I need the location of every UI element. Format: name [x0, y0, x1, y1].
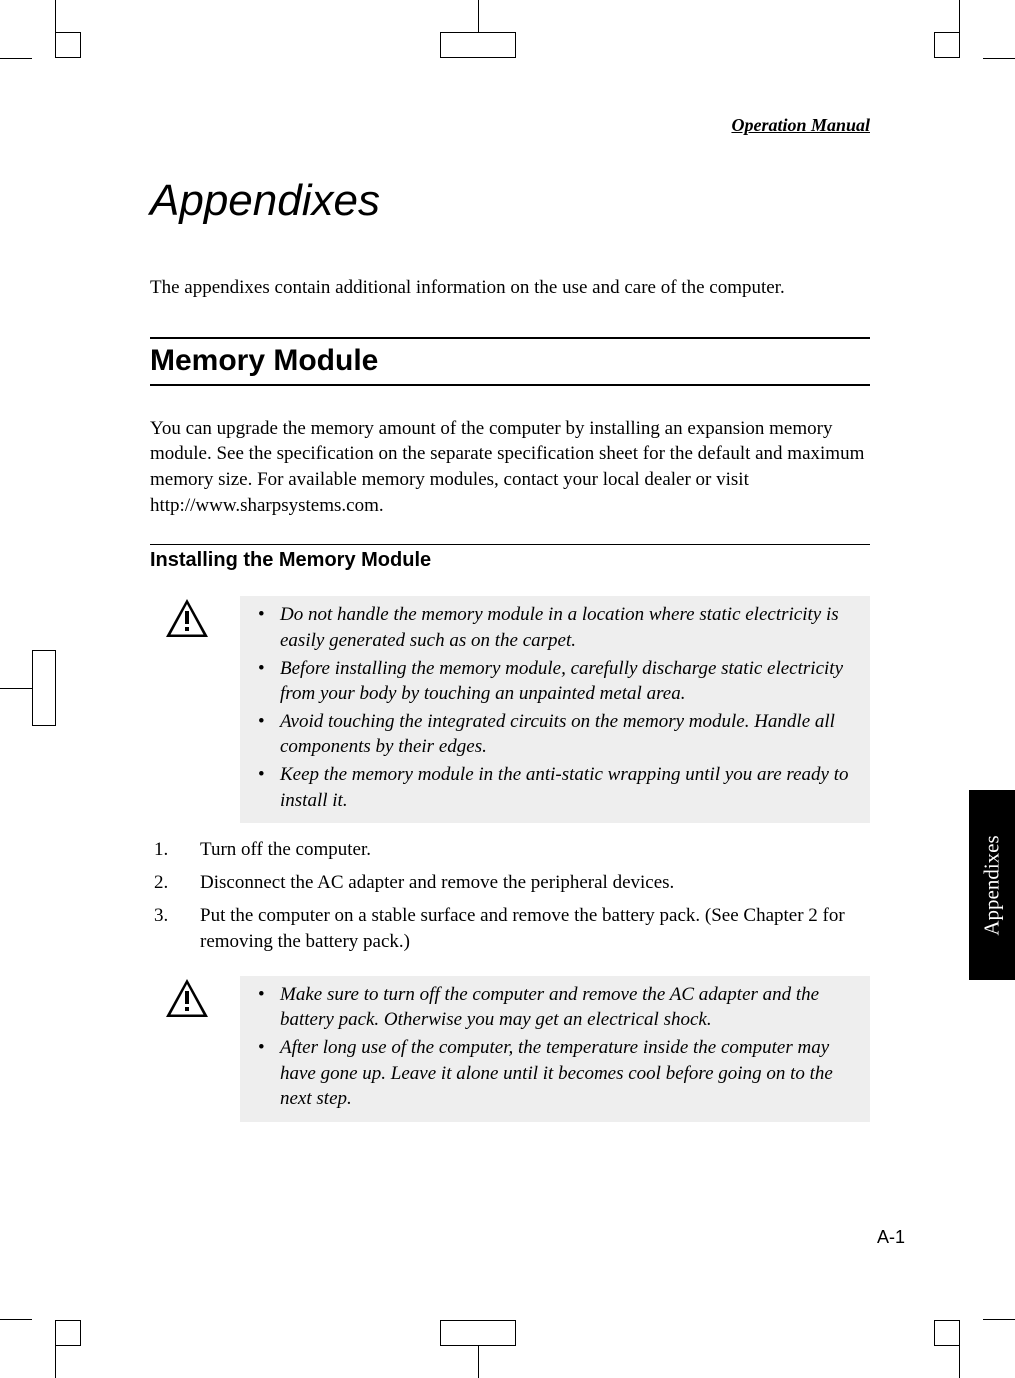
warning-content: Do not handle the memory module in a loc…	[240, 596, 870, 823]
warning-icon	[164, 976, 210, 1022]
crop-bottom-right	[959, 1346, 960, 1378]
crop-bottom-left	[55, 1346, 56, 1378]
step-text: Turn off the computer.	[200, 837, 371, 864]
subsection-title: Installing the Memory Module	[150, 544, 870, 572]
step-item: 1.Turn off the computer.	[154, 837, 870, 864]
warning-item: Keep the memory module in the anti-stati…	[258, 762, 858, 813]
step-number: 3.	[154, 903, 200, 956]
warning-content: Make sure to turn off the computer and r…	[240, 976, 870, 1122]
step-item: 3.Put the computer on a stable surface a…	[154, 903, 870, 956]
crop-left-center-box	[32, 650, 56, 726]
section-body: You can upgrade the memory amount of the…	[150, 416, 870, 519]
warning-item: Before installing the memory module, car…	[258, 656, 858, 707]
crop-bottom-center-box	[440, 1320, 516, 1346]
step-item: 2.Disconnect the AC adapter and remove t…	[154, 870, 870, 897]
section-title: Memory Module	[150, 337, 870, 386]
crop-bottom-center-v	[478, 1346, 479, 1378]
crop-top-center-v	[478, 0, 479, 32]
crop-top-left-box	[55, 32, 81, 58]
chapter-title: Appendixes	[150, 176, 870, 226]
intro-text: The appendixes contain additional inform…	[150, 276, 870, 301]
running-header: Operation Manual	[150, 115, 870, 136]
warning-item: Make sure to turn off the computer and r…	[258, 982, 858, 1033]
crop-bottom-right-h	[983, 1319, 1015, 1320]
crop-left-center-h	[0, 688, 32, 689]
crop-top-right-box	[934, 32, 960, 58]
crop-top-right-h	[983, 58, 1015, 59]
crop-top-left	[55, 0, 56, 32]
steps-list: 1.Turn off the computer.2.Disconnect the…	[154, 837, 870, 955]
warning-item: After long use of the computer, the temp…	[258, 1035, 858, 1112]
page-number: A-1	[877, 1227, 905, 1248]
warning-item: Avoid touching the integrated circuits o…	[258, 709, 858, 760]
side-tab: Appendixes	[969, 790, 1015, 980]
step-text: Put the computer on a stable surface and…	[200, 903, 870, 956]
page-content: Operation Manual Appendixes The appendix…	[150, 115, 870, 1136]
crop-bottom-left-box	[55, 1320, 81, 1346]
step-number: 2.	[154, 870, 200, 897]
crop-bottom-right-box	[934, 1320, 960, 1346]
step-number: 1.	[154, 837, 200, 864]
step-text: Disconnect the AC adapter and remove the…	[200, 870, 674, 897]
warning-item: Do not handle the memory module in a loc…	[258, 602, 858, 653]
crop-top-left-h	[0, 58, 32, 59]
warning-block-1: Do not handle the memory module in a loc…	[164, 596, 870, 823]
warning-icon	[164, 596, 210, 642]
crop-top-right	[959, 0, 960, 32]
side-tab-label: Appendixes	[980, 835, 1005, 935]
crop-top-center-box	[440, 32, 516, 58]
warning-block-2: Make sure to turn off the computer and r…	[164, 976, 870, 1122]
crop-bottom-left-h	[0, 1319, 32, 1320]
